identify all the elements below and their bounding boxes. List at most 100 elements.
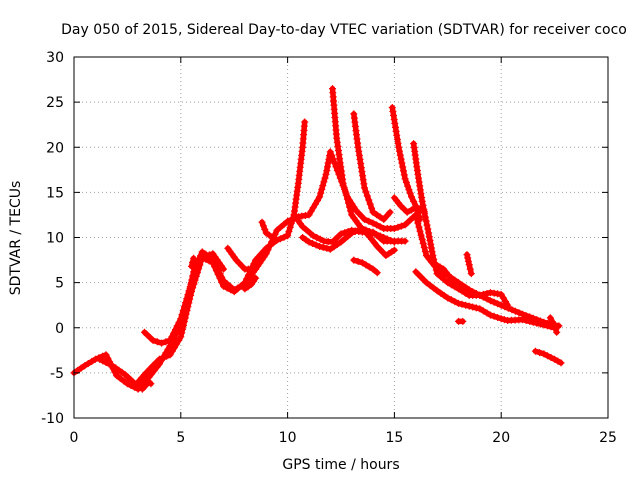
data-point — [373, 221, 381, 229]
data-point — [551, 322, 559, 330]
data-point — [390, 246, 398, 254]
data-point — [286, 223, 294, 231]
data-point — [220, 265, 227, 273]
data-point — [149, 336, 157, 344]
data-point — [337, 238, 345, 246]
data-point — [183, 307, 191, 314]
data-point — [218, 278, 226, 286]
data-point — [394, 223, 402, 231]
data-point — [417, 190, 425, 198]
data-point — [536, 349, 544, 357]
data-point — [266, 242, 274, 250]
data-point — [365, 217, 373, 225]
series-track-r — [138, 378, 155, 393]
data-point — [420, 243, 428, 251]
data-series — [70, 85, 565, 393]
data-point — [426, 237, 434, 244]
data-point — [373, 231, 381, 238]
data-point — [397, 155, 405, 163]
data-point — [497, 301, 505, 309]
data-point — [365, 196, 373, 204]
data-point — [324, 163, 331, 171]
data-point — [458, 300, 466, 308]
data-point — [398, 159, 406, 167]
data-point — [230, 288, 238, 296]
data-point — [519, 316, 527, 324]
data-point — [425, 233, 433, 241]
data-point — [197, 257, 205, 265]
data-point — [149, 362, 157, 370]
data-point — [96, 355, 104, 363]
data-point — [345, 199, 352, 207]
data-point — [391, 119, 399, 127]
data-point — [459, 317, 467, 325]
x-tick-label: 25 — [599, 430, 617, 446]
data-point — [346, 203, 353, 211]
data-point — [277, 235, 284, 243]
series-track-o — [429, 259, 458, 287]
data-point — [175, 336, 183, 344]
data-point — [227, 286, 235, 294]
data-point — [306, 229, 314, 237]
x-tick-label: 0 — [70, 430, 79, 446]
data-point — [451, 298, 459, 306]
data-point — [515, 309, 523, 317]
data-point — [280, 220, 288, 228]
data-point — [307, 207, 315, 215]
series-track-w — [350, 256, 381, 277]
series-track-p — [546, 314, 561, 336]
y-tick-label: 25 — [46, 95, 64, 111]
data-point — [406, 189, 414, 197]
data-point — [401, 175, 409, 183]
series-line — [299, 225, 398, 252]
data-point — [418, 235, 426, 243]
data-point — [553, 328, 561, 336]
data-point — [419, 201, 427, 209]
data-point — [395, 143, 403, 151]
data-point — [299, 223, 307, 231]
data-point — [318, 185, 326, 193]
y-tick-label: -5 — [50, 366, 64, 382]
data-point — [241, 279, 249, 287]
data-point — [250, 260, 258, 268]
x-tick-label: 5 — [176, 430, 185, 446]
data-point — [155, 355, 163, 363]
y-tick-label: 20 — [46, 140, 64, 156]
data-point — [383, 235, 391, 243]
data-point — [425, 229, 433, 237]
data-point — [533, 319, 541, 327]
data-point — [179, 325, 187, 333]
data-point — [355, 226, 363, 234]
data-point — [540, 321, 548, 329]
data-point — [465, 302, 473, 310]
data-point — [390, 225, 398, 232]
data-point — [368, 235, 376, 243]
data-point — [444, 294, 452, 302]
data-point — [461, 289, 469, 297]
data-point — [309, 240, 316, 247]
data-point — [376, 232, 384, 240]
data-point — [261, 225, 269, 233]
data-point — [84, 360, 92, 367]
data-point — [483, 290, 491, 297]
data-point — [153, 338, 161, 346]
data-point — [262, 244, 270, 252]
data-point — [373, 269, 381, 277]
data-point — [458, 281, 466, 289]
y-tick-label: 0 — [55, 321, 64, 337]
series-track-j — [412, 268, 559, 332]
data-point — [422, 217, 430, 225]
data-point — [195, 265, 203, 273]
data-point — [162, 338, 170, 346]
data-point — [252, 265, 260, 273]
data-point — [416, 215, 424, 223]
data-point — [211, 263, 219, 271]
data-point — [258, 218, 266, 226]
data-point — [412, 204, 420, 212]
data-point — [209, 259, 217, 267]
data-point — [369, 265, 377, 273]
data-point — [312, 241, 320, 249]
data-point — [540, 350, 548, 358]
data-point — [212, 267, 220, 275]
